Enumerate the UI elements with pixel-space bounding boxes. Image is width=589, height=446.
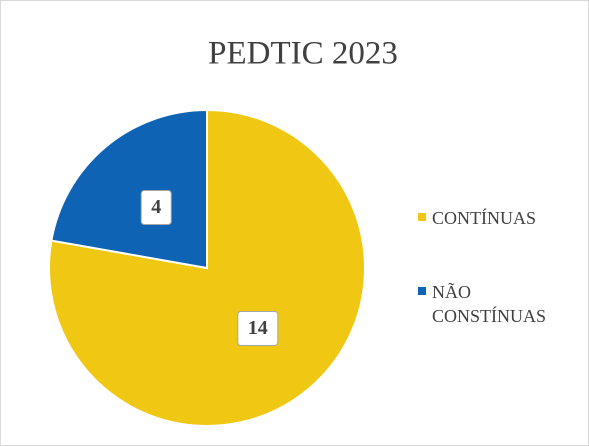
chart-title: PEDTIC 2023	[208, 36, 398, 72]
data-label-box	[237, 311, 279, 347]
data-label: 14	[248, 317, 268, 339]
legend-label: CONTÍNUAS	[432, 208, 537, 228]
legend-item: NÃO CONSTÍNUAS	[418, 280, 583, 328]
legend-label: NÃO CONSTÍNUAS	[432, 282, 547, 326]
data-label-box	[140, 189, 172, 225]
legend-item: CONTÍNUAS	[418, 206, 583, 230]
legend-swatch	[418, 287, 426, 295]
data-label: 4	[151, 196, 161, 218]
legend-swatch	[418, 213, 426, 221]
pie-slice	[50, 108, 208, 270]
